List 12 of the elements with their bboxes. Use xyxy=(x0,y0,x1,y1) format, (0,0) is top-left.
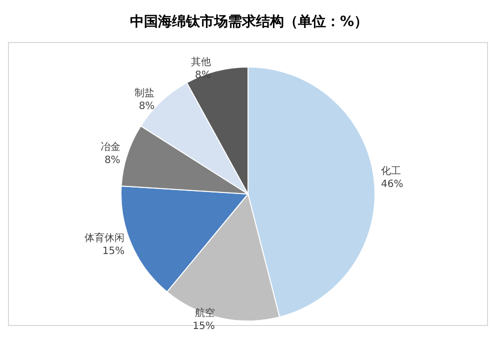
data-label: 15% xyxy=(102,246,125,258)
slice-label: 化工 xyxy=(380,164,401,177)
slice-label: 体育休闲 xyxy=(84,232,125,244)
slice-label: 航空 xyxy=(194,306,215,319)
data-label: 15% xyxy=(192,320,215,332)
data-label: 8% xyxy=(104,155,120,166)
data-label: 46% xyxy=(380,178,404,190)
data-label: 8% xyxy=(138,100,155,112)
chart-title: 中国海绵钛市场需求结构（单位：%） xyxy=(130,13,368,30)
slice-label: 其他 xyxy=(190,56,211,68)
slice-label: 冶金 xyxy=(100,141,120,154)
slice-label: 制盐 xyxy=(134,86,155,99)
